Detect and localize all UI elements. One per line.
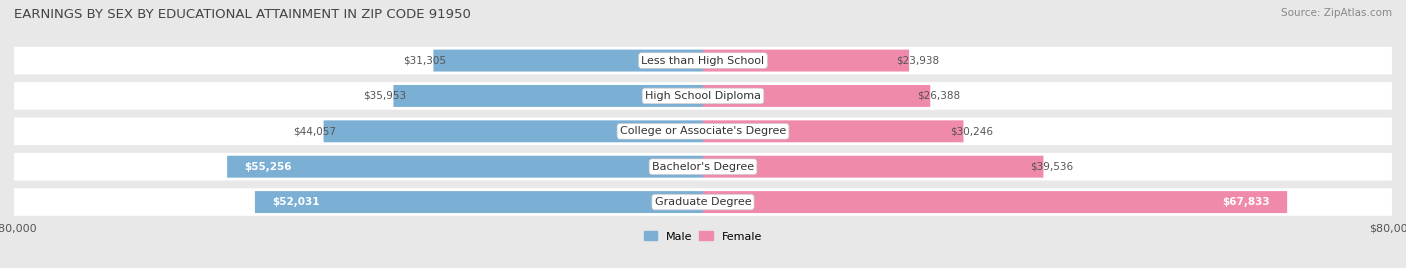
- Text: High School Diploma: High School Diploma: [645, 91, 761, 101]
- Text: $23,938: $23,938: [896, 55, 939, 66]
- Text: Bachelor's Degree: Bachelor's Degree: [652, 162, 754, 172]
- Text: $55,256: $55,256: [245, 162, 292, 172]
- FancyBboxPatch shape: [14, 118, 1392, 145]
- FancyBboxPatch shape: [254, 191, 703, 213]
- Text: $44,057: $44,057: [294, 126, 336, 136]
- Text: EARNINGS BY SEX BY EDUCATIONAL ATTAINMENT IN ZIP CODE 91950: EARNINGS BY SEX BY EDUCATIONAL ATTAINMEN…: [14, 8, 471, 21]
- Text: $52,031: $52,031: [273, 197, 319, 207]
- FancyBboxPatch shape: [703, 191, 1286, 213]
- FancyBboxPatch shape: [703, 85, 931, 107]
- Text: $30,246: $30,246: [950, 126, 994, 136]
- FancyBboxPatch shape: [703, 120, 963, 142]
- Legend: Male, Female: Male, Female: [640, 227, 766, 246]
- FancyBboxPatch shape: [394, 85, 703, 107]
- Text: Graduate Degree: Graduate Degree: [655, 197, 751, 207]
- Text: $26,388: $26,388: [917, 91, 960, 101]
- FancyBboxPatch shape: [323, 120, 703, 142]
- FancyBboxPatch shape: [433, 50, 703, 72]
- FancyBboxPatch shape: [703, 50, 910, 72]
- FancyBboxPatch shape: [14, 47, 1392, 74]
- Text: $35,953: $35,953: [363, 91, 406, 101]
- Text: $31,305: $31,305: [404, 55, 446, 66]
- Text: Less than High School: Less than High School: [641, 55, 765, 66]
- Text: College or Associate's Degree: College or Associate's Degree: [620, 126, 786, 136]
- FancyBboxPatch shape: [228, 156, 703, 178]
- Text: $39,536: $39,536: [1031, 162, 1074, 172]
- FancyBboxPatch shape: [14, 82, 1392, 110]
- Text: $67,833: $67,833: [1222, 197, 1270, 207]
- FancyBboxPatch shape: [14, 153, 1392, 180]
- FancyBboxPatch shape: [703, 156, 1043, 178]
- Text: Source: ZipAtlas.com: Source: ZipAtlas.com: [1281, 8, 1392, 18]
- FancyBboxPatch shape: [14, 188, 1392, 216]
